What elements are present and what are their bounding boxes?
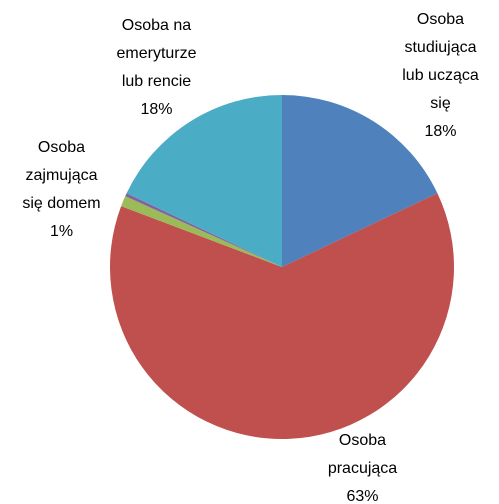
slice-label: Osoba zajmująca się domem 1% [14,134,109,246]
slice-category: Osoba na emeryturze lub rencie [116,17,197,90]
slice-category: Osoba pracująca [327,432,398,477]
pie-slice [126,95,282,267]
slice-value: 18% [140,101,173,118]
slice-label: Osoba na emeryturze lub rencie 18% [109,12,204,124]
slice-category: Osoba zajmująca się domem [22,139,101,212]
slice-label: Osoba studiująca lub ucząca się 18% [393,6,488,146]
slice-value: 1% [49,223,74,240]
pie-slice [125,193,282,267]
pie-slice [282,95,438,267]
slice-value: 18% [424,123,457,140]
pie-slice [110,193,454,440]
slice-label: Osoba pracująca 63% [315,427,410,504]
slice-value: 63% [346,488,379,504]
pie-slice [121,196,282,267]
slice-category: Osoba studiująca lub ucząca się [402,11,479,112]
